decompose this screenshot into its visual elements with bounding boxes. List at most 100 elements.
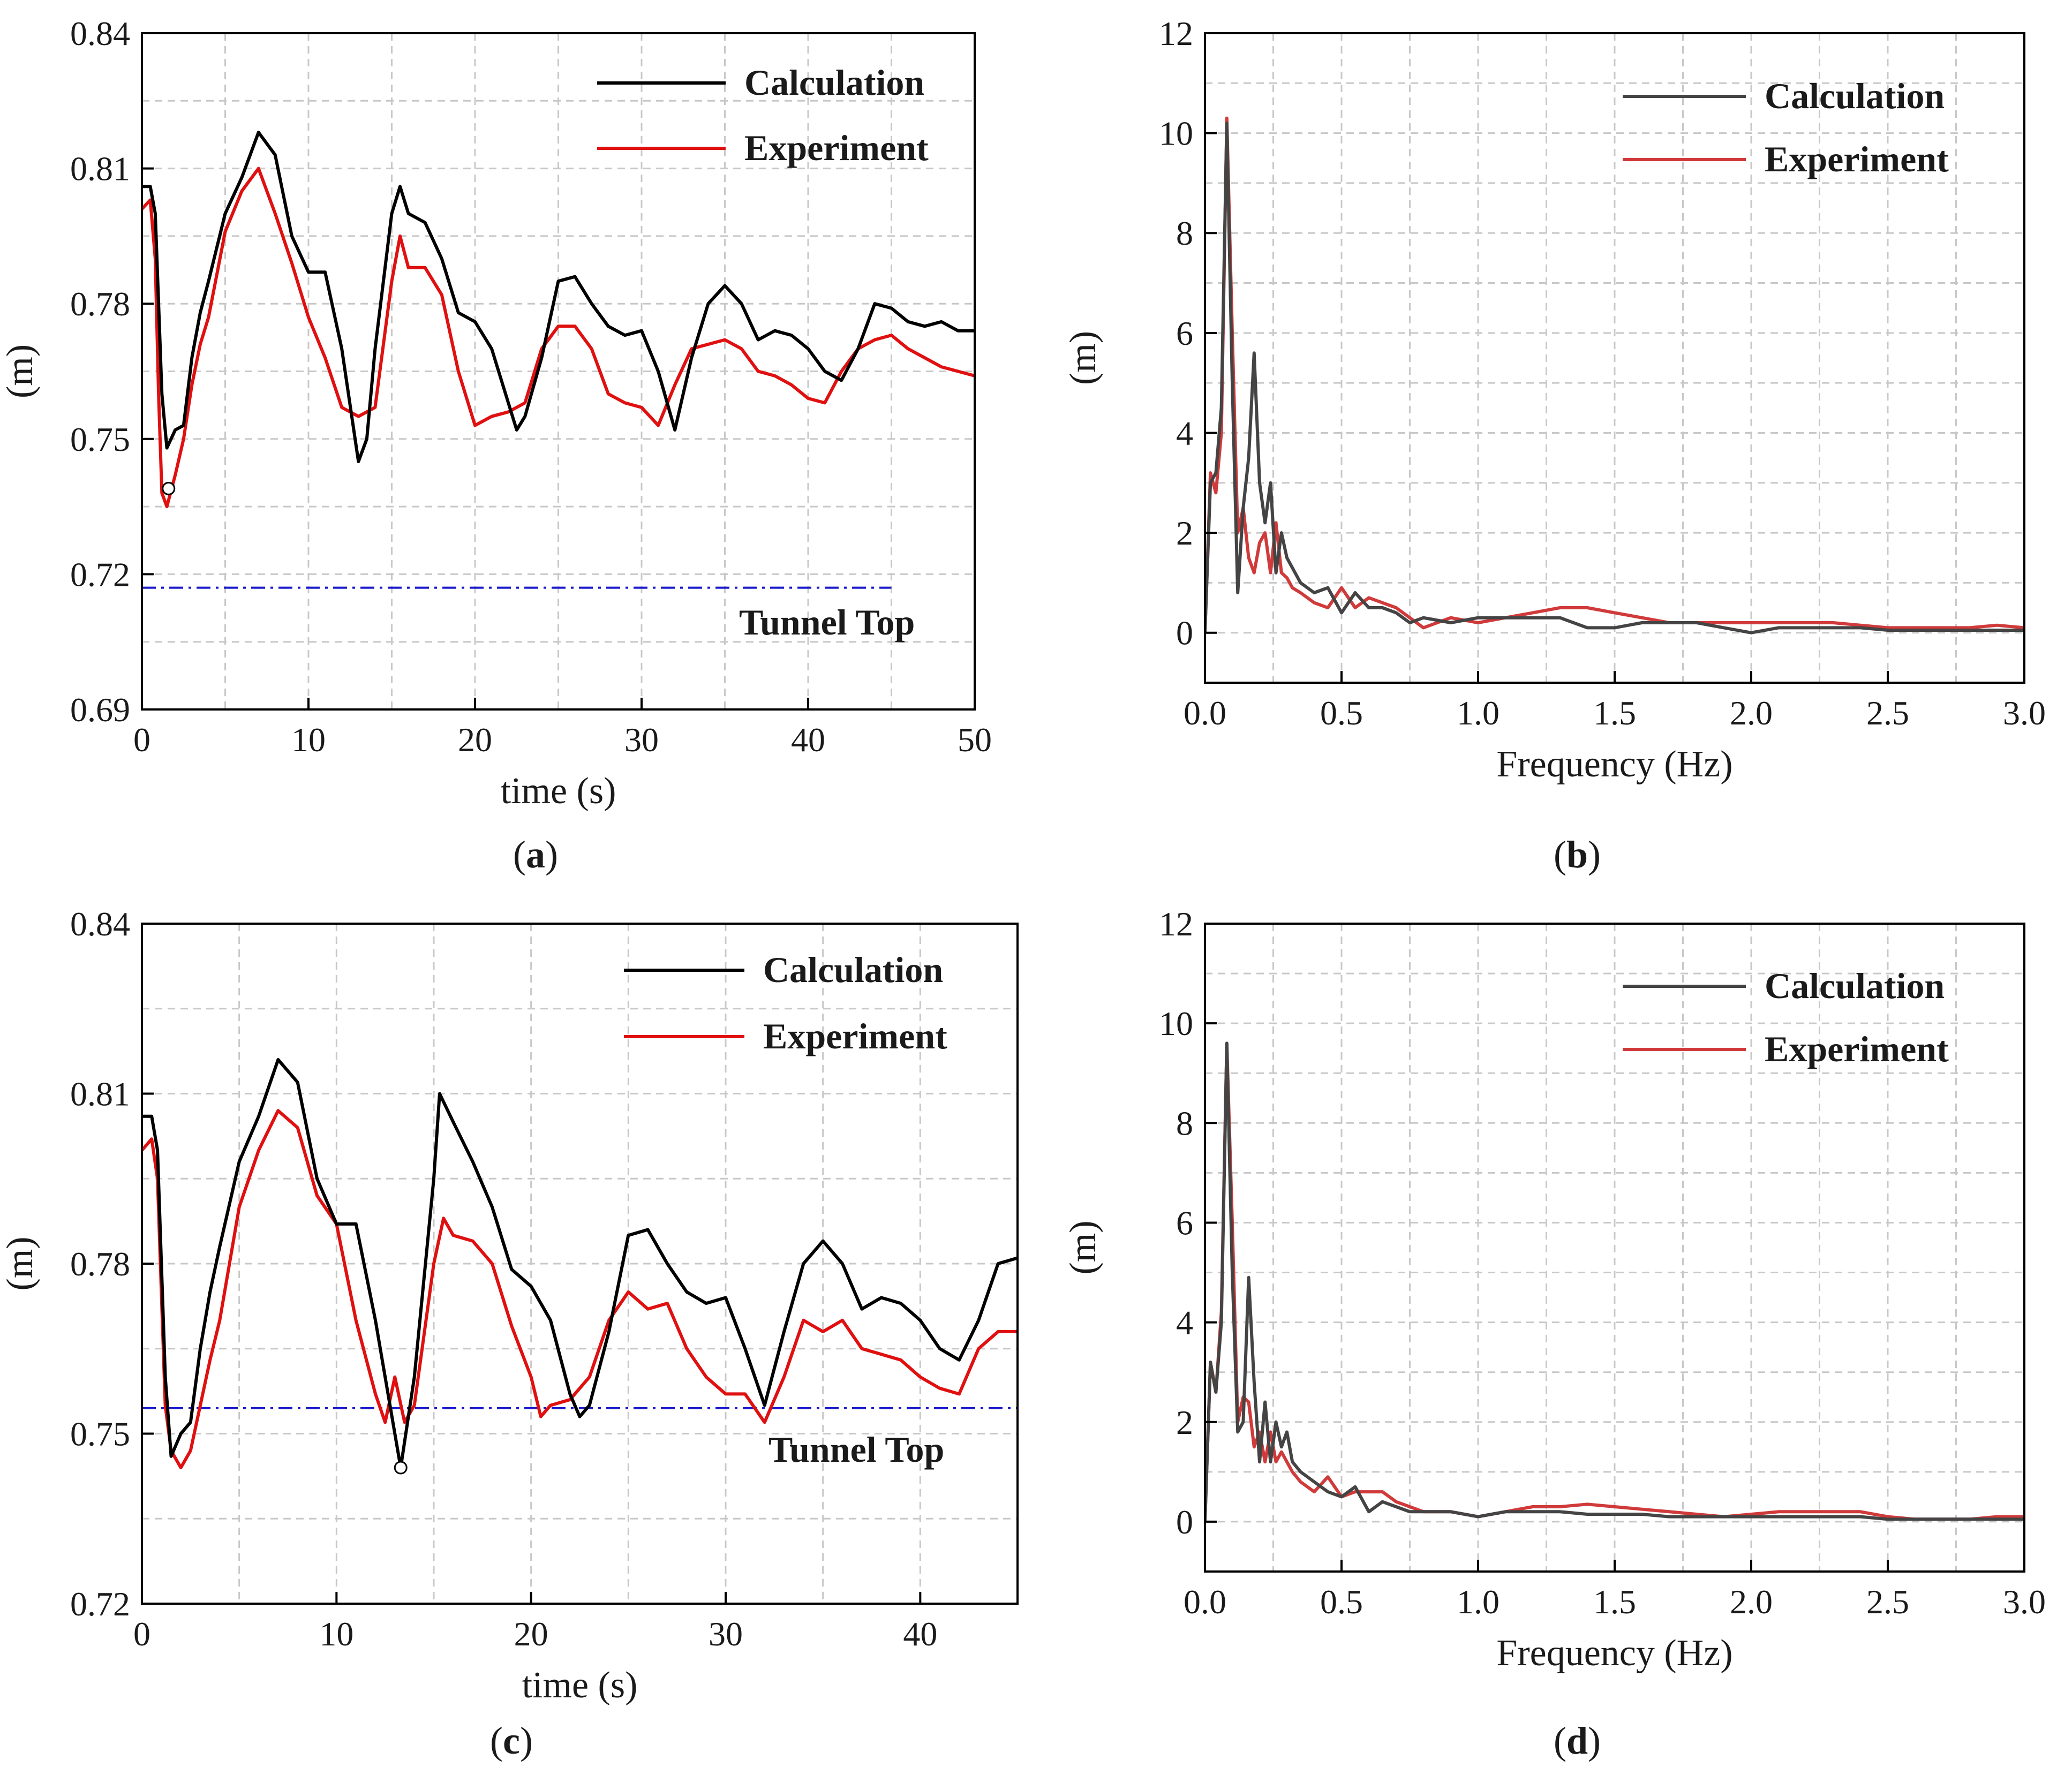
y-tick-label: 0.81: [70, 150, 130, 188]
y-tick-label: 6: [1176, 314, 1193, 352]
y-tick-label: 0.81: [70, 1075, 130, 1113]
gridlines-a: [142, 33, 975, 709]
x-tick-label: 2.0: [1730, 1583, 1773, 1621]
series-line-calculation: [1205, 1041, 2024, 1522]
x-tick-label: 0: [133, 721, 150, 759]
y-axis-label: (m): [1063, 1220, 1104, 1274]
gridlines-d: [1205, 924, 2024, 1572]
legend-label: Experiment: [1765, 139, 1949, 179]
legend-label: Experiment: [1765, 1029, 1949, 1069]
x-tick-label: 2.5: [1866, 1583, 1909, 1621]
panel-c-chart: 0 10 20 30 40 0.72 0.75 0.78 0.81 0.84 time (s) (m)…: [0, 905, 1019, 1762]
legend-c: Calculation Experiment: [624, 949, 947, 1056]
y-tick-label: 0.69: [70, 691, 130, 729]
x-axis-label: Frequency (Hz): [1496, 1633, 1732, 1674]
panel-a-chart: 0 10 20 30 40 50 0.69 0.72 0.75 0.78 0.81 0.84 time …: [0, 14, 992, 876]
series-line-experiment: [142, 1109, 1018, 1469]
x-tick-label: 30: [709, 1615, 743, 1653]
series-group-a: [142, 131, 975, 509]
panel-caption-c: (c): [490, 1719, 533, 1762]
gridlines-c: [142, 924, 1018, 1604]
y-tick-label: 10: [1159, 1004, 1193, 1043]
legend-label: Calculation: [744, 62, 924, 103]
legend-label: Experiment: [744, 127, 929, 168]
x-tick-label: 0.0: [1184, 694, 1226, 732]
x-tick-label: 50: [958, 721, 992, 759]
x-tick-label: 2.0: [1730, 694, 1773, 732]
y-tick-label: 0: [1176, 1503, 1193, 1541]
y-tick-label: 2: [1176, 514, 1193, 552]
x-tick-label: 20: [514, 1615, 548, 1653]
x-tick-label: 3.0: [2003, 694, 2046, 732]
x-tick-label: 10: [291, 721, 326, 759]
x-axis-label: Frequency (Hz): [1496, 744, 1732, 785]
min-marker: [394, 1461, 408, 1475]
series-group-d: [1205, 1041, 2024, 1522]
legend-label: Experiment: [763, 1016, 947, 1056]
series-line-calculation: [1205, 122, 2024, 635]
series-line-calculation: [142, 1058, 1018, 1469]
panel-d-chart: 0.0 0.5 1.0 1.5 2.0 2.5 3.0 0 2 4 6 8 10 12 Frequency …: [1063, 905, 2046, 1762]
x-axis-label: time (s): [522, 1665, 638, 1706]
y-tick-label: 0.78: [70, 1245, 130, 1283]
x-tick-label: 20: [458, 721, 492, 759]
axes-frame-a: [141, 32, 976, 711]
y-tick-label: 0.84: [70, 905, 130, 943]
series-group-b: [1205, 116, 2024, 635]
x-tick-label: 2.5: [1866, 694, 1909, 732]
tunnel-top-label: Tunnel Top: [768, 1429, 944, 1470]
y-tick-label: 0.75: [70, 420, 130, 458]
x-tick-label: 40: [903, 1615, 937, 1653]
y-tick-label: 12: [1159, 905, 1193, 943]
legend-label: Calculation: [763, 949, 943, 990]
y-tick-label: 6: [1176, 1204, 1193, 1242]
x-tick-label: 10: [319, 1615, 353, 1653]
x-tick-label: 30: [624, 721, 659, 759]
y-tick-label: 0: [1176, 614, 1193, 652]
y-axis-label: (m): [1063, 331, 1104, 385]
x-tick-label: 40: [791, 721, 825, 759]
series-line-experiment: [1205, 116, 2024, 633]
y-tick-label: 8: [1176, 214, 1193, 252]
series-line-experiment: [142, 167, 975, 509]
panel-caption-d: (d): [1554, 1719, 1601, 1762]
x-tick-label: 0.5: [1320, 694, 1363, 732]
series-line-calculation: [142, 131, 975, 463]
y-tick-label: 8: [1176, 1104, 1193, 1142]
min-marker: [162, 481, 176, 495]
y-tick-label: 0.84: [70, 14, 130, 52]
series-group-c: [142, 1058, 1018, 1469]
y-tick-label: 0.75: [70, 1415, 130, 1453]
x-tick-label: 1.0: [1457, 1583, 1500, 1621]
x-axis-label: time (s): [501, 771, 616, 812]
x-tick-label: 3.0: [2003, 1583, 2046, 1621]
x-tick-label: 0.0: [1184, 1583, 1226, 1621]
x-tick-label: 1.0: [1457, 694, 1500, 732]
y-tick-label: 4: [1176, 414, 1193, 452]
panel-caption-b: (b): [1554, 833, 1601, 876]
y-axis-label: (m): [0, 1236, 41, 1290]
y-axis-label: (m): [0, 344, 41, 398]
x-tick-label: 1.5: [1593, 694, 1636, 732]
legend-b: Calculation Experiment: [1623, 75, 1949, 179]
gridlines-b: [1205, 33, 2024, 683]
x-tick-label: 1.5: [1593, 1583, 1636, 1621]
legend-d: Calculation Experiment: [1623, 965, 1949, 1069]
tunnel-top-label: Tunnel Top: [739, 602, 915, 643]
y-tick-label: 10: [1159, 115, 1193, 153]
legend-a: Calculation Experiment: [597, 62, 929, 168]
x-tick-label: 0.5: [1320, 1583, 1363, 1621]
legend-label: Calculation: [1765, 965, 1945, 1006]
y-tick-label: 2: [1176, 1403, 1193, 1441]
series-line-experiment: [1205, 1041, 2024, 1522]
legend-label: Calculation: [1765, 75, 1945, 116]
y-tick-label: 0.72: [70, 555, 130, 593]
panel-caption-a: (a): [513, 833, 558, 876]
y-tick-label: 0.78: [70, 285, 130, 323]
y-tick-label: 0.72: [70, 1585, 130, 1623]
panel-b-chart: 0.0 0.5 1.0 1.5 2.0 2.5 3.0 0 2 4 6 8 10 12 Frequency …: [1063, 14, 2046, 876]
y-tick-label: 4: [1176, 1304, 1193, 1342]
x-tick-label: 0: [133, 1615, 150, 1653]
y-tick-label: 12: [1159, 14, 1193, 52]
